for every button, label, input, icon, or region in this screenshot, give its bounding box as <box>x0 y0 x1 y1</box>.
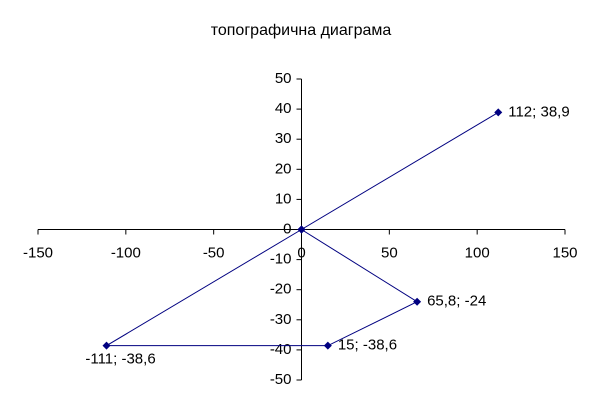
y-tick-label: -20 <box>270 281 292 298</box>
data-label: -111; -38,6 <box>85 351 155 368</box>
x-tick-label: -50 <box>203 244 225 261</box>
marker <box>413 297 422 306</box>
data-label: 65,8; -24 <box>427 293 486 310</box>
chart-title: топографична диаграма <box>211 22 392 39</box>
y-tick-label: 0 <box>283 220 291 237</box>
y-tick-label: 40 <box>275 100 292 117</box>
data-label: 15; -38,6 <box>338 337 397 354</box>
x-tick-label: 100 <box>465 244 490 261</box>
x-tick-label: -150 <box>23 244 53 261</box>
data-label: 112; 38,9 <box>508 103 569 120</box>
y-tick-label: -50 <box>270 371 292 388</box>
y-tick-label: 30 <box>275 130 292 147</box>
marker <box>494 108 503 117</box>
y-tick-label: 50 <box>275 70 292 87</box>
marker <box>323 341 332 350</box>
y-tick-label: -40 <box>270 341 292 358</box>
x-tick-label: 0 <box>297 244 305 261</box>
x-tick-label: -100 <box>111 244 141 261</box>
y-tick-label: 20 <box>275 160 292 177</box>
y-tick-label: 10 <box>275 190 292 207</box>
marker <box>102 341 111 350</box>
x-tick-label: 50 <box>381 244 398 261</box>
x-tick-label: 150 <box>552 244 577 261</box>
marker <box>297 225 306 234</box>
y-tick-label: -30 <box>270 311 292 328</box>
y-tick-label: -10 <box>270 251 292 268</box>
